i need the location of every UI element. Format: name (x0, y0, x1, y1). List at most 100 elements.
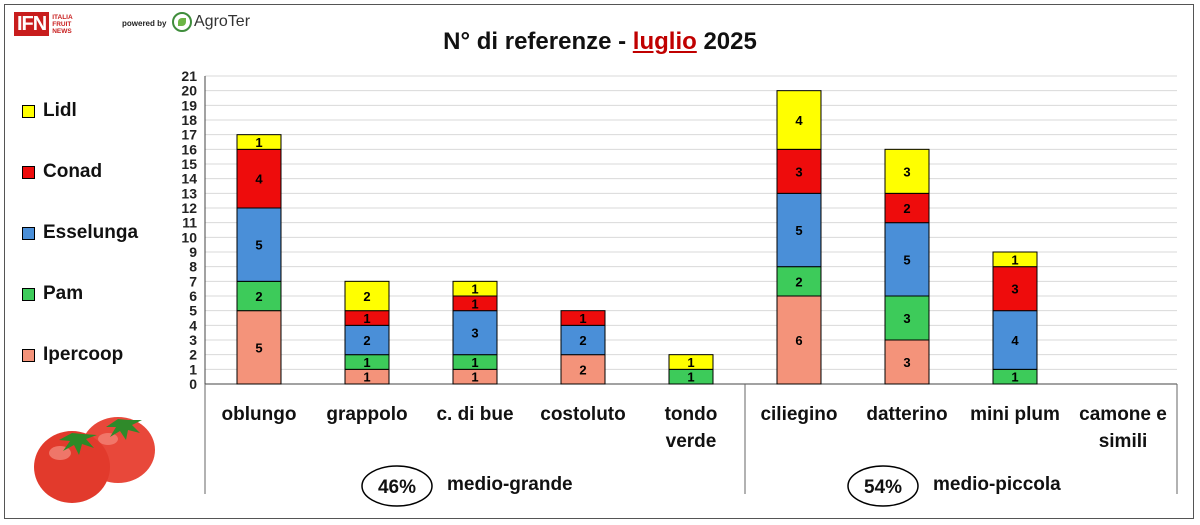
legend-label: Ipercoop (43, 344, 124, 365)
x-category-label: camone e (1079, 404, 1167, 425)
bar-segment (776, 90, 822, 150)
x-category-label: costoluto (540, 404, 626, 425)
legend-label: Pam (43, 283, 84, 304)
data-label: 3 (903, 311, 910, 326)
group-share: 46% (378, 477, 416, 498)
powered-by-label: powered by (122, 19, 167, 28)
legend-swatch (22, 226, 35, 240)
y-tick-label: 18 (181, 112, 197, 128)
data-label: 1 (1011, 370, 1018, 385)
data-label: 3 (903, 164, 910, 179)
chart-title-month: luglio (632, 28, 697, 55)
data-label: 1 (471, 282, 478, 297)
legend-item: Pam (22, 283, 162, 305)
y-tick-label: 1 (189, 361, 197, 377)
x-category-label: simili (1099, 431, 1148, 452)
ifn-logo-sub-1: ITALIA (52, 13, 73, 21)
x-category-label: grappolo (326, 404, 407, 425)
data-label: 1 (1011, 252, 1018, 267)
data-label: 1 (471, 355, 478, 370)
data-label: 6 (795, 333, 802, 348)
data-label: 1 (579, 311, 586, 326)
y-tick-label: 13 (181, 185, 197, 201)
data-label: 1 (471, 296, 478, 311)
group-label: medio-grande (447, 474, 573, 495)
legend-swatch (22, 104, 35, 118)
y-tick-label: 17 (181, 127, 197, 143)
bar-segment (884, 148, 930, 194)
legend-swatch (22, 348, 35, 362)
share-oval (361, 465, 433, 507)
y-tick-label: 10 (181, 229, 197, 245)
share-oval (847, 465, 919, 507)
y-tick-label: 4 (189, 317, 197, 333)
ifn-logo-subtitle: ITALIA FRUIT NEWS (52, 14, 72, 35)
agroter-leaf-icon (172, 12, 192, 32)
data-label: 2 (795, 274, 802, 289)
bar-segment (884, 339, 930, 385)
x-category-label: mini plum (970, 404, 1060, 425)
data-label: 4 (255, 172, 263, 187)
data-label: 5 (795, 223, 802, 238)
bar-segment (560, 354, 606, 385)
x-category-label: datterino (866, 404, 947, 425)
x-category-label: ciliegino (760, 404, 837, 425)
y-tick-label: 3 (189, 332, 197, 348)
y-tick-label: 11 (182, 215, 197, 231)
y-tick-label: 5 (189, 303, 197, 319)
y-tick-label: 9 (189, 244, 197, 260)
y-tick-label: 14 (181, 171, 197, 187)
bar-segment (776, 295, 822, 385)
group-share: 54% (864, 477, 902, 498)
y-tick-label: 8 (189, 259, 197, 275)
data-label: 1 (255, 135, 262, 150)
bar-segment (452, 280, 498, 297)
data-label: 3 (795, 164, 802, 179)
bar-segment (776, 148, 822, 194)
data-label: 3 (471, 326, 478, 341)
bar-segment (560, 310, 606, 326)
ifn-logo-text: IFN (14, 12, 50, 36)
ifn-logo-sub-2: FRUIT (52, 20, 72, 28)
y-tick-label: 19 (181, 97, 197, 113)
chart-title-prefix: N° di referenze - (443, 28, 633, 55)
data-label: 5 (255, 238, 262, 253)
group-label: medio-piccola (933, 474, 1061, 495)
data-label: 4 (795, 113, 803, 128)
legend-label: Conad (43, 161, 103, 182)
y-tick-label: 15 (181, 156, 197, 172)
legend-item: Ipercoop (22, 344, 162, 366)
y-tick-label: 12 (181, 200, 197, 216)
ifn-logo: IFN ITALIA FRUIT NEWS (14, 12, 73, 36)
y-tick-label: 16 (181, 141, 197, 157)
chart-title: N° di referenze - luglio 2025 (0, 28, 1200, 56)
bar-segment (452, 310, 498, 356)
bar-segment (776, 192, 822, 268)
x-category-label: c. di bue (436, 404, 513, 425)
bar-segment (884, 192, 930, 224)
data-label: 3 (1011, 282, 1018, 297)
y-tick-label: 2 (189, 347, 197, 363)
data-label: 3 (903, 355, 910, 370)
bar-segment (668, 354, 714, 370)
bar-segment (236, 134, 282, 150)
ifn-logo-sub-3: NEWS (52, 27, 72, 35)
y-tick-label: 21 (181, 68, 197, 84)
bar-segment (236, 207, 282, 282)
data-label: 1 (471, 370, 478, 385)
data-label: 4 (1011, 333, 1019, 348)
data-label: 1 (687, 355, 694, 370)
bar-segment (344, 280, 390, 312)
bar-segment (884, 222, 930, 297)
x-category-label: oblungo (222, 404, 297, 425)
agroter-logo-text: AgroTer (194, 13, 251, 30)
x-category-label: verde (666, 431, 717, 452)
data-label: 2 (363, 333, 370, 348)
data-label: 2 (579, 333, 586, 348)
bar-segment (992, 310, 1038, 370)
data-label: 1 (687, 370, 694, 385)
tomato-icon (34, 417, 155, 503)
chart-title-year: 2025 (696, 28, 757, 55)
y-tick-label: 0 (189, 376, 197, 392)
